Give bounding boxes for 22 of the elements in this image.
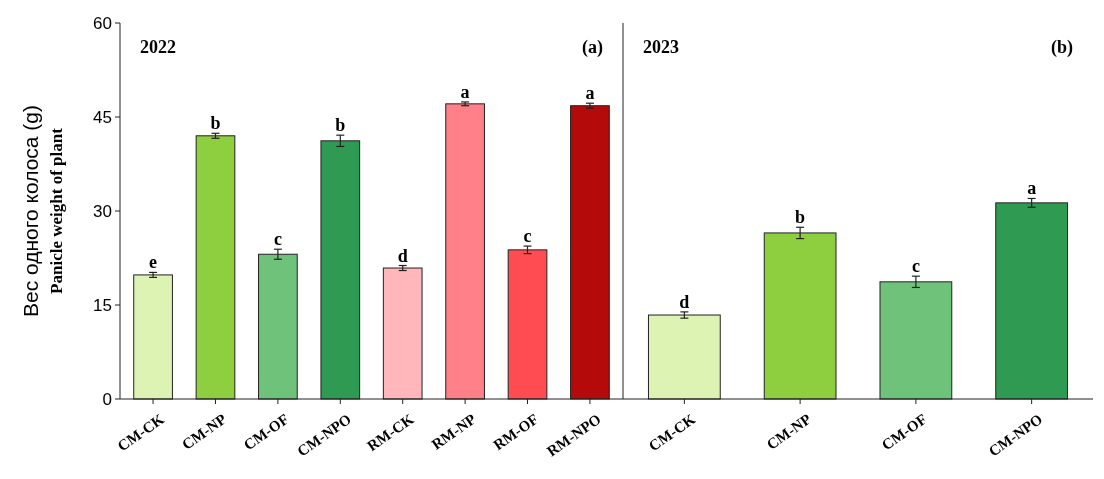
annotation: 2023 [643,37,679,57]
annotation: (a) [582,37,603,58]
annotation: e [149,252,158,273]
annotation: 2022 [140,37,176,57]
y-tick-label: 30 [93,201,112,221]
annotation: b [795,207,806,228]
annotation: c [911,256,920,277]
annotation: a [460,81,470,102]
y-tick-label: 45 [93,107,112,127]
y-axis-title: Вес одного колоса (g) Panicle weight of plant [19,105,66,317]
annotation: a [1027,178,1037,199]
y-tick-label: 60 [93,13,112,33]
annotation: d [679,291,690,312]
annotation: a [585,83,595,104]
y-tick-label: 15 [93,295,112,315]
annotation: c [273,229,282,250]
annotation: (b) [1051,37,1073,58]
annotation: b [210,113,221,134]
annotation: b [335,115,346,136]
y-tick-label: 0 [102,389,112,409]
annotation: c [523,226,532,247]
annotation: d [397,245,408,266]
